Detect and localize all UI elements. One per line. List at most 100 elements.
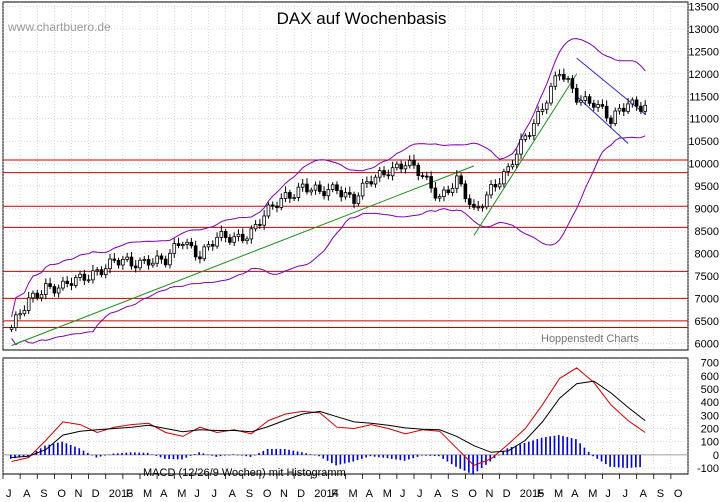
trend-line-channel-top (576, 57, 646, 115)
macd-histogram-bar (74, 446, 76, 455)
macd-histogram-bar (228, 454, 230, 456)
candle-body (172, 243, 177, 254)
x-tick-label: N (486, 488, 494, 500)
price-tick-label: 11500 (689, 91, 719, 103)
macd-histogram-bar (134, 452, 136, 455)
candle-body (643, 104, 647, 112)
macd-histogram-bar (575, 439, 577, 455)
candle-body (232, 236, 236, 243)
candle-body (562, 74, 566, 80)
macd-histogram-bar (634, 454, 637, 468)
macd-histogram-bar (545, 437, 547, 455)
macd-histogram-bar (527, 441, 530, 455)
macd-histogram-bar (497, 454, 500, 456)
candle-body (26, 297, 31, 311)
macd-histogram-bar (480, 454, 483, 469)
x-tick-label: A (434, 488, 442, 500)
bollinger-upper (11, 38, 646, 317)
macd-histogram-bar (223, 454, 226, 456)
candle-body (433, 187, 438, 199)
candle-body (514, 153, 519, 166)
macd-histogram-bar (159, 454, 162, 458)
chart-title: DAX auf Wochenbasis (276, 9, 447, 28)
candle-body (574, 87, 579, 103)
macd-tick-label: 600 (701, 371, 719, 383)
candle-body (95, 269, 99, 272)
candle-body (463, 183, 468, 200)
macd-histogram-bar (399, 454, 402, 461)
candle-body (258, 224, 262, 226)
candle-body (373, 176, 378, 185)
price-tick-label: 7000 (695, 293, 719, 305)
price-tick-label: 8500 (695, 226, 719, 238)
candle-body (56, 287, 61, 294)
candle-body (185, 241, 189, 245)
macd-histogram-bar (309, 454, 312, 455)
candle-body (480, 206, 485, 209)
x-tick-label: J (400, 488, 406, 500)
price-tick-label: 10000 (688, 159, 719, 171)
candle-body (583, 96, 588, 101)
candle-body (621, 107, 626, 112)
candle-body (305, 183, 309, 193)
macd-histogram-bar (95, 454, 98, 458)
candle-body (365, 181, 369, 184)
x-tick-label: A (160, 488, 168, 500)
macd-histogram-bar (57, 442, 59, 455)
x-tick-label: M (143, 488, 152, 500)
macd-histogram-bar (356, 454, 359, 461)
macd-histogram-bar (455, 454, 457, 467)
macd-histogram-bar (142, 452, 145, 455)
x-tick-label: M (383, 488, 392, 500)
macd-histogram-bar (348, 454, 350, 463)
macd-histogram-bar (206, 454, 209, 456)
bollinger-bands (11, 38, 646, 346)
candle-body (557, 74, 562, 77)
candle-body (549, 85, 553, 104)
macd-histogram-bar (485, 454, 487, 465)
macd-histogram-bar (438, 454, 440, 457)
x-tick-label: 2014 (314, 488, 338, 500)
macd-histogram-bar (292, 450, 295, 455)
candle-body (65, 280, 70, 284)
macd-histogram-bar (176, 454, 179, 460)
macd-histogram-bar (164, 454, 166, 459)
macd-histogram-bar (502, 451, 504, 455)
x-tick-label: A (571, 488, 579, 500)
trend-line-support (473, 73, 578, 236)
candle-body (292, 197, 296, 199)
macd-histogram-bar (125, 452, 128, 455)
candle-body (309, 189, 314, 193)
candle-body (472, 203, 476, 208)
x-tick-label: M (177, 488, 186, 500)
candle-body (493, 184, 498, 188)
candle-body (613, 110, 618, 124)
candle-body (617, 107, 622, 112)
macd-histogram-bar (313, 454, 316, 456)
macd-histogram-bar (420, 454, 423, 456)
x-tick-label: F (331, 488, 338, 500)
price-tick-label: 12000 (688, 69, 719, 81)
candle-body (425, 175, 429, 178)
candle-body (446, 189, 451, 193)
candle-body (168, 252, 172, 266)
candle-body (420, 175, 425, 178)
candle-body (142, 259, 147, 261)
candle-body (103, 268, 108, 276)
candle-body (377, 170, 382, 178)
macd-tick-label: 700 (701, 358, 719, 370)
price-tick-label: 8000 (695, 248, 719, 260)
macd-histogram-bar (112, 453, 115, 455)
macd-histogram-bar (382, 454, 385, 458)
macd-histogram-bar (146, 452, 149, 455)
macd-histogram-bar (373, 454, 376, 457)
macd-histogram-bar (108, 454, 111, 456)
macd-label: MACD (12/26/9 Wochen) mit Histogramm (143, 467, 346, 479)
x-tick-label: J (194, 488, 200, 500)
macd-histogram-bar (322, 454, 325, 459)
macd-histogram-bar (236, 454, 239, 456)
candle-body (604, 105, 609, 119)
candle-body (523, 135, 528, 140)
macd-histogram-bar (562, 436, 564, 455)
